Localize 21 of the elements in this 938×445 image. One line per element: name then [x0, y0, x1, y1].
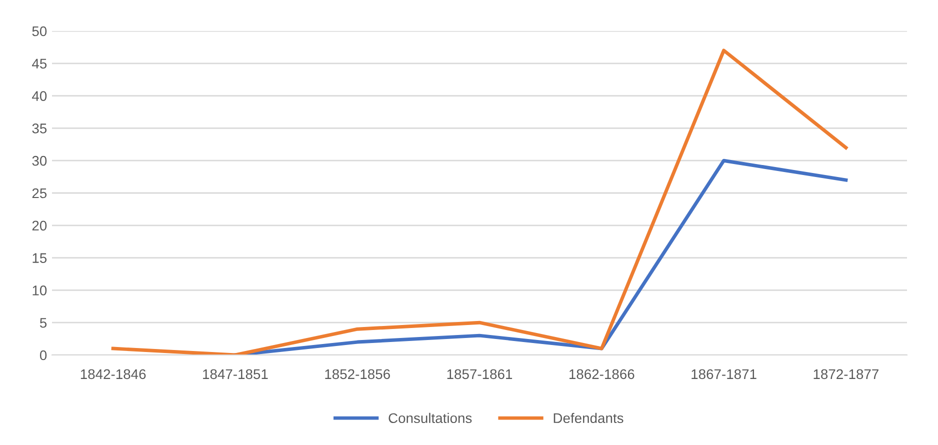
x-tick-label: 1847-1851	[203, 369, 268, 380]
y-tick-label: 10	[32, 286, 47, 296]
line-series	[111, 48, 848, 355]
y-tick-label: 40	[32, 91, 47, 101]
x-tick-label: 1872-1877	[814, 369, 878, 380]
y-tick-label: 30	[32, 156, 47, 166]
legend-label: Consultations	[388, 412, 472, 424]
x-tick-label: 1867-1871	[692, 369, 756, 380]
y-tick-label: 45	[32, 58, 47, 69]
x-tick-label: 1852-1856	[325, 369, 390, 380]
y-tick-label: 20	[32, 220, 47, 231]
y-tick-label: 0	[40, 350, 47, 360]
y-tick-label: 50	[32, 26, 47, 36]
x-tick-label: 1862-1866	[569, 369, 634, 380]
y-tick-label: 25	[32, 188, 47, 198]
y-tick-label: 15	[32, 253, 47, 263]
x-tick-label: 1857-1861	[447, 369, 512, 380]
y-tick-label: 35	[32, 124, 47, 134]
y-tick-label: 5	[40, 318, 47, 328]
x-tick-label: 1842-1846	[80, 369, 146, 380]
legend-label: Defendants	[554, 412, 624, 424]
